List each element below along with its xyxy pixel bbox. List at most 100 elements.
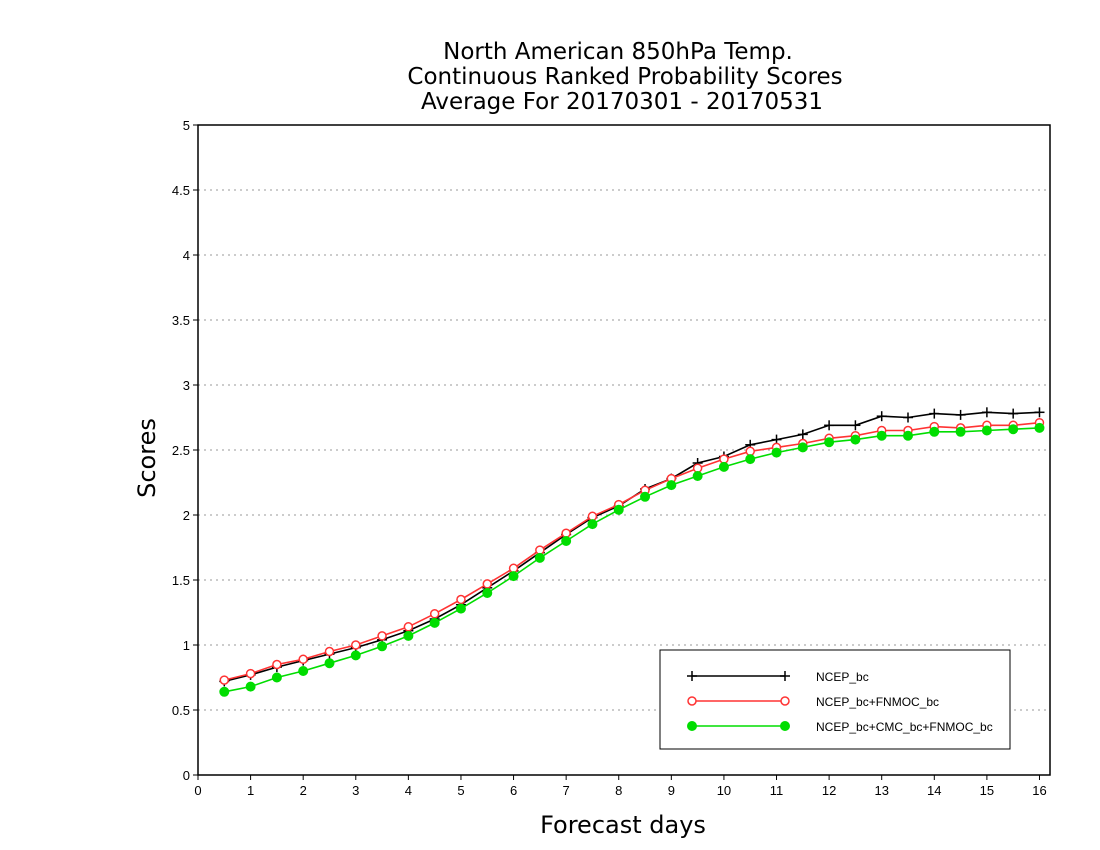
data-point xyxy=(797,442,808,453)
x-tick-label: 6 xyxy=(510,783,517,798)
x-tick-label: 0 xyxy=(194,783,201,798)
data-point xyxy=(692,471,703,481)
x-tick-label: 9 xyxy=(668,783,675,798)
series-2 xyxy=(219,417,1045,685)
data-point xyxy=(403,630,414,641)
y-tick-label: 4 xyxy=(183,248,190,263)
data-point xyxy=(272,659,282,670)
data-point xyxy=(929,408,940,419)
data-point xyxy=(955,409,966,420)
legend-marker-start xyxy=(687,696,697,706)
x-tick-label: 5 xyxy=(457,783,464,798)
x-tick-label: 4 xyxy=(405,783,412,798)
legend-marker-end xyxy=(780,671,790,681)
y-tick-label: 0.5 xyxy=(172,703,190,718)
y-tick-label: 1 xyxy=(183,638,190,653)
data-point xyxy=(876,411,887,422)
x-tick-label: 12 xyxy=(822,783,836,798)
x-tick-label: 16 xyxy=(1032,783,1046,798)
y-tick-label: 1.5 xyxy=(172,573,190,588)
data-point xyxy=(955,426,966,437)
x-tick-label: 7 xyxy=(563,783,570,798)
series-3 xyxy=(219,422,1045,697)
data-point xyxy=(1008,424,1019,435)
data-point xyxy=(324,658,335,669)
data-point xyxy=(351,640,361,650)
x-tick-label: 10 xyxy=(717,783,731,798)
y-tick-label: 5 xyxy=(183,118,190,133)
y-tick-label: 3.5 xyxy=(172,313,190,328)
data-point xyxy=(981,425,992,436)
legend: NCEP_bc NCEP_bc+FNMOC_bc NCEP_bc+CMC_bc+FN… xyxy=(659,649,1011,750)
data-point xyxy=(561,536,572,546)
data-point xyxy=(377,631,387,641)
y-axis-label: Scores xyxy=(133,418,161,498)
data-series xyxy=(219,407,1045,697)
y-tick-label: 2 xyxy=(183,508,190,523)
data-point xyxy=(1034,407,1045,418)
chart-title-line-3: Average For 20170301 - 20170531 xyxy=(421,89,823,115)
data-point xyxy=(718,461,729,472)
data-point xyxy=(482,588,493,598)
data-point xyxy=(219,675,230,685)
data-point xyxy=(245,668,256,679)
x-tick-label: 13 xyxy=(874,783,888,798)
data-point xyxy=(245,681,256,692)
x-tick-label: 11 xyxy=(770,783,784,798)
data-point xyxy=(429,609,440,619)
data-point xyxy=(613,504,624,515)
data-point xyxy=(850,434,861,445)
data-point xyxy=(298,654,308,665)
legend-label: NCEP_bc xyxy=(816,670,869,684)
x-axis-ticks: 0 1 2 3 4 5 6 7 8 9 10 11 12 13 14 15 16 xyxy=(194,775,1047,798)
data-point xyxy=(298,666,309,676)
legend-label: NCEP_bc+FNMOC_bc xyxy=(816,695,939,709)
y-axis-ticks: 0 0.5 1 1.5 2 2.5 3 3.5 4 4.5 5 xyxy=(172,118,198,783)
data-point xyxy=(377,641,388,652)
x-tick-label: 14 xyxy=(927,783,941,798)
series-line xyxy=(224,421,1040,681)
data-point xyxy=(929,426,940,437)
legend-marker-start xyxy=(687,671,697,681)
legend-marker-end xyxy=(780,696,790,706)
data-point xyxy=(850,420,861,431)
data-point xyxy=(219,686,230,697)
data-point xyxy=(403,622,414,632)
grid-lines xyxy=(198,189,1050,711)
x-tick-label: 1 xyxy=(247,783,254,798)
data-point xyxy=(1034,422,1045,433)
data-point xyxy=(271,672,282,683)
chart-title-line-2: Continuous Ranked Probability Scores xyxy=(407,64,842,90)
legend-marker-end xyxy=(780,721,790,731)
data-point xyxy=(508,571,519,582)
x-tick-label: 3 xyxy=(352,783,359,798)
series-line xyxy=(224,411,1040,683)
data-point xyxy=(824,420,835,431)
legend-label: NCEP_bc+CMC_bc+FNMOC_bc xyxy=(816,720,993,734)
data-point xyxy=(455,603,466,614)
data-point xyxy=(903,430,913,441)
x-tick-label: 15 xyxy=(980,783,994,798)
data-point xyxy=(903,412,913,423)
data-point xyxy=(587,519,598,530)
y-tick-label: 3 xyxy=(183,378,190,393)
data-point xyxy=(981,407,992,418)
x-axis-label: Forecast days xyxy=(540,811,706,839)
x-tick-label: 2 xyxy=(300,783,307,798)
data-point xyxy=(876,430,887,441)
data-point xyxy=(640,491,651,502)
data-point xyxy=(745,454,756,465)
data-point xyxy=(350,650,361,661)
legend-box xyxy=(659,649,1011,750)
y-tick-label: 4.5 xyxy=(172,183,190,198)
data-point xyxy=(745,446,755,457)
data-point xyxy=(771,447,782,458)
data-point xyxy=(535,545,545,555)
data-point xyxy=(666,480,677,491)
data-point xyxy=(324,646,335,657)
data-point xyxy=(534,552,545,563)
x-tick-label: 8 xyxy=(615,783,622,798)
data-point xyxy=(456,594,466,605)
data-point xyxy=(482,579,493,589)
